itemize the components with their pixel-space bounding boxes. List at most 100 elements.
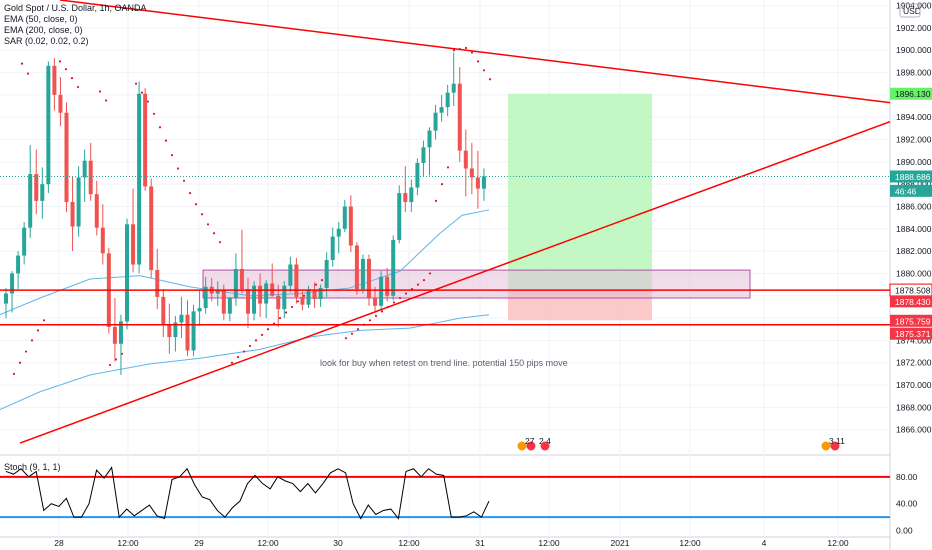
sar-dot <box>26 72 30 75</box>
candle-down <box>34 174 39 201</box>
candle-up <box>451 83 456 93</box>
price-tick-label: 1868.000 <box>896 402 932 412</box>
candle-down <box>469 168 474 178</box>
candle-up <box>227 297 232 314</box>
time-tick-label: 12:00 <box>679 538 701 548</box>
candle-up <box>46 65 51 185</box>
candle-down <box>385 276 390 296</box>
sar-dot <box>42 319 46 322</box>
target-zone[interactable] <box>508 93 652 291</box>
sar-dot <box>236 356 240 359</box>
last-price-tag-bg <box>890 170 932 183</box>
box-price-tag-bg <box>890 295 932 308</box>
candle-up <box>360 258 365 290</box>
price-tick-label: 1880.000 <box>896 268 932 278</box>
price-tick-label: 1884.000 <box>896 224 932 234</box>
event-group-a-icon[interactable] <box>517 441 527 451</box>
descending-trendline[interactable] <box>59 0 891 104</box>
sar-dot <box>152 112 156 115</box>
candle-down <box>348 206 353 246</box>
time-tick-label: 28 <box>54 538 64 548</box>
sar-dot <box>254 339 258 342</box>
sar-dot <box>266 328 270 331</box>
ema50-line <box>0 209 490 316</box>
target-price-tag: 1896.130 <box>895 89 931 99</box>
candle-up <box>421 147 426 163</box>
candle-up <box>318 287 323 300</box>
event-group-b-icon-2[interactable] <box>830 441 840 451</box>
time-tick-label: 30 <box>333 538 343 548</box>
candle-up <box>76 177 81 227</box>
candle-down <box>300 296 305 305</box>
level-price-tag: 1878.508 <box>895 286 931 296</box>
candle-up <box>203 286 208 309</box>
time-tick-label: 29 <box>194 538 204 548</box>
sar-dot <box>440 183 444 186</box>
candle-down <box>246 289 250 314</box>
candle-down <box>131 224 136 265</box>
candle-down <box>143 93 148 187</box>
price-tick-label: 1866.000 <box>896 425 932 435</box>
time-tick-label: 12:00 <box>827 538 849 548</box>
candle-down <box>276 295 281 310</box>
candle-down <box>112 327 117 344</box>
sar-dot <box>108 363 112 367</box>
candle-up <box>282 285 287 310</box>
sar-dot <box>434 199 438 202</box>
last-price-tag: 1888.686 <box>895 172 931 182</box>
price-tick-label: 1894.000 <box>896 112 932 122</box>
sar-dot <box>482 69 486 72</box>
ema200-label: EMA (200, close, 0) <box>4 25 83 35</box>
sar-dot <box>134 82 138 85</box>
candle-up <box>306 290 311 305</box>
candle-up <box>215 290 220 294</box>
candle-down <box>185 314 190 351</box>
candle-up <box>22 227 27 256</box>
candle-up <box>481 176 486 189</box>
stop-line-price-tag: 1875.371 <box>895 329 931 339</box>
countdown-tag-bg <box>890 184 932 197</box>
sar-dot <box>36 329 40 332</box>
sar-dot <box>398 296 402 300</box>
symbol-title: Gold Spot / U.S. Dollar, 1h, OANDA <box>4 3 147 13</box>
candle-up <box>336 228 341 237</box>
candle-up <box>233 268 238 298</box>
ascending-trendline[interactable] <box>19 120 891 444</box>
candle-up <box>409 187 414 203</box>
candle-down <box>403 193 408 203</box>
candle-up <box>118 321 123 344</box>
target-price-tag-bg <box>890 87 932 100</box>
sar-dot <box>488 78 492 81</box>
sar-dot <box>356 328 360 331</box>
event-group-a-icon-3[interactable] <box>540 441 550 451</box>
candle-up <box>16 255 21 274</box>
sar-dot <box>104 99 108 102</box>
sar-dot <box>290 305 294 309</box>
candle-up <box>379 276 384 306</box>
currency-box <box>899 3 921 18</box>
event-group-b-icon[interactable] <box>821 441 831 451</box>
price-tick-label: 1888.000 <box>896 179 932 189</box>
time-tick-label: 12:00 <box>257 538 279 548</box>
sar-dot <box>70 77 74 80</box>
candle-down <box>64 112 69 203</box>
candle-up <box>439 107 444 113</box>
ema50-label: EMA (50, close, 0) <box>4 14 78 24</box>
sar-dot <box>476 60 480 63</box>
candle-down <box>100 227 105 254</box>
candle-up <box>433 112 438 131</box>
candle-down <box>239 268 244 290</box>
candle-down <box>354 245 359 290</box>
candle-down <box>161 296 166 325</box>
time-tick-label: 12:00 <box>398 538 420 548</box>
candle-up <box>415 162 420 188</box>
event-group-a-label-2: 2 4 <box>539 436 551 446</box>
sar-dot <box>140 91 144 94</box>
stoch-tick-label: 0.00 <box>896 526 913 536</box>
sar-dot <box>380 310 384 313</box>
candle-up <box>173 322 178 338</box>
event-group-a-icon-2[interactable] <box>526 441 536 451</box>
stop-line-price-tag-bg <box>890 327 932 340</box>
